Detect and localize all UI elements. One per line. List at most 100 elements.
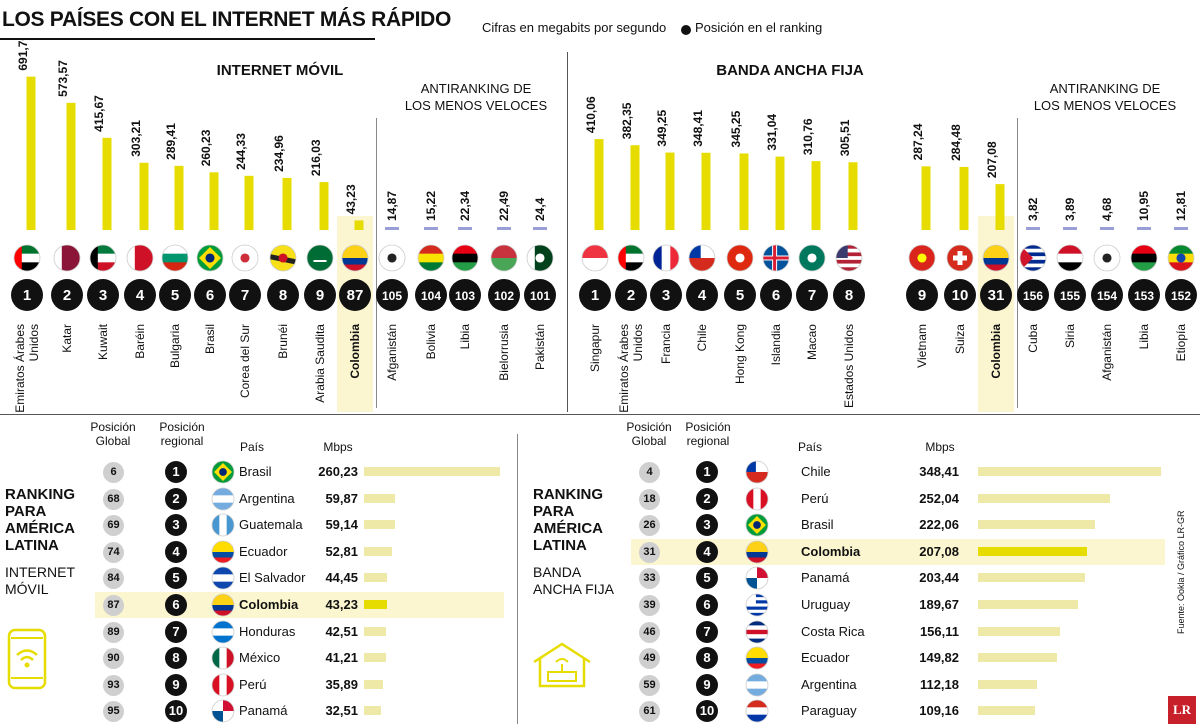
fixed-rank-circle xyxy=(906,279,938,311)
panama-flag-shape xyxy=(211,699,235,723)
top-bottom-divider xyxy=(0,414,1200,415)
mbps-value: 35,89 xyxy=(325,676,358,692)
regional-position-badge: 8 xyxy=(696,647,718,670)
emiratos-arabes-unidos-flag-icon xyxy=(617,244,645,272)
mobile-rank-circle xyxy=(124,279,156,311)
mobile-bar-bulgaria xyxy=(174,165,184,230)
ecuador-flag-shape xyxy=(211,540,235,564)
latam-divider xyxy=(517,434,518,724)
ecuador-flag-icon xyxy=(745,646,769,670)
regional-position-badge: 5 xyxy=(696,567,718,590)
fixed-rank-circle xyxy=(724,279,756,311)
global-position-badge: 87 xyxy=(103,595,124,616)
fixed-rank-circle xyxy=(1091,279,1123,311)
global-position-badge: 69 xyxy=(103,515,124,537)
mobile-bar-afganistan xyxy=(385,227,399,230)
mobile-col-country: País xyxy=(239,440,264,454)
brasil-flag-shape xyxy=(745,513,769,537)
mobile-value-label: 15,22 xyxy=(424,191,438,221)
mbps-bar xyxy=(978,626,1060,636)
brasil-flag-icon xyxy=(745,513,769,537)
regional-position-badge: 3 xyxy=(696,514,718,537)
fixed-bar-group-afganistan: 4,68 154 Afganistán xyxy=(1091,197,1123,381)
mobile-bar-corea-del-sur xyxy=(244,175,254,230)
mobile-value-label: 244,33 xyxy=(234,133,248,170)
regional-position-badge: 1 xyxy=(696,461,718,483)
francia-flag-icon xyxy=(652,244,680,272)
costa-rica-flag-shape xyxy=(745,620,769,643)
mobile-bar-group-corea-del-sur: 244,33 7 Corea del Sur xyxy=(229,133,261,398)
regional-position-badge: 7 xyxy=(696,620,718,643)
mobile-country-name: Kuwait xyxy=(96,323,110,360)
suiza-flag-icon xyxy=(946,244,974,272)
mobile-section-title: INTERNET MÓVIL xyxy=(216,62,344,79)
fixed-col-global: Posición Global xyxy=(626,420,672,448)
global-position-badge: 59 xyxy=(639,674,660,696)
mobile-country-name: Unidos xyxy=(27,324,41,361)
mobile-value-label: 234,96 xyxy=(272,135,286,172)
global-position-badge: 74 xyxy=(103,541,124,563)
fixed-value-label: 305,51 xyxy=(838,119,852,156)
fixed-bar-vietnam xyxy=(921,166,931,230)
fixed-bar-group-macao: 310,76 7 Macao xyxy=(796,118,828,360)
mobile-country-name: Colombia xyxy=(348,324,362,379)
fixed-value-label: 3,89 xyxy=(1063,197,1077,221)
argentina-flag-shape xyxy=(745,673,769,697)
peru-flag-shape xyxy=(745,487,769,510)
mobile-bar-group-kuwait: 415,67 3 Kuwait xyxy=(87,95,119,360)
regional-position-badge: 6 xyxy=(696,594,718,616)
latam-mobile-title: RANKING PARA AMÉRICA LATINA xyxy=(5,486,75,554)
mobile-rank-circle xyxy=(304,279,336,311)
fixed-bar-chile xyxy=(701,152,711,230)
fixed-country-name: Singapur xyxy=(588,324,602,372)
country-name: Uruguay xyxy=(801,597,851,612)
ecuador-flag-icon xyxy=(211,540,235,564)
el-salvador-flag-icon xyxy=(211,566,235,590)
fixed-country-name: Estados Unidos xyxy=(842,324,856,408)
mbps-bar xyxy=(364,520,395,530)
ecuador-flag-shape xyxy=(745,646,769,670)
fixed-value-label: 287,24 xyxy=(911,123,925,160)
mobile-rank-circle xyxy=(11,279,43,311)
fixed-country-name: Macao xyxy=(805,324,819,360)
mobile-value-label: 14,87 xyxy=(385,191,399,221)
fixed-country-name: Etiopía xyxy=(1174,324,1188,362)
arabia-saudita-flag-icon xyxy=(306,244,334,272)
fixed-rank-number: 3 xyxy=(662,287,670,304)
mobile-rank-circle xyxy=(51,279,83,311)
mobile-rank-circle xyxy=(229,279,261,311)
mobile-value-label: 216,03 xyxy=(309,139,323,176)
mobile-bar-brunei xyxy=(282,177,292,230)
mobile-country-name: Bulgaria xyxy=(168,324,182,368)
mbps-value: 109,16 xyxy=(919,703,959,719)
colombia-flag-shape xyxy=(745,540,769,564)
fixed-rank-number: 10 xyxy=(952,287,969,304)
source-note: Fuente: Ookla / Gráfico LR-GR xyxy=(1176,510,1186,634)
fixed-rank-circle xyxy=(980,279,1012,311)
fixed-bar-francia xyxy=(665,152,675,230)
fixed-rank-circle xyxy=(650,279,682,311)
fixed-country-name: Colombia xyxy=(989,324,1003,379)
mobile-bar-group-bulgaria: 289,41 5 Bulgaria xyxy=(159,123,191,368)
country-name: Colombia xyxy=(239,597,299,612)
regional-position-badge: 10 xyxy=(165,700,187,723)
colombia-flag-icon xyxy=(982,244,1010,272)
mobile-country-name: Pakistán xyxy=(533,324,547,370)
mobile-country-name: Katar xyxy=(60,324,74,353)
mobile-rank-circle xyxy=(159,279,191,311)
mbps-value: 42,51 xyxy=(325,623,358,639)
afganistan-flag-icon xyxy=(378,244,406,272)
global-position-badge: 93 xyxy=(103,674,124,696)
fixed-bar-group-vietnam: 287,24 9 Vietnam xyxy=(906,123,938,368)
regional-position-badge: 5 xyxy=(165,567,187,590)
mbps-value: 41,21 xyxy=(325,650,358,666)
global-position-badge: 90 xyxy=(103,648,124,670)
mobile-bar-colombia xyxy=(354,220,364,230)
costa-rica-flag-icon xyxy=(745,620,769,643)
mobile-rank-number: 2 xyxy=(63,287,71,304)
mobile-rank-number: 8 xyxy=(279,287,287,304)
estados-unidos-flag-icon xyxy=(835,244,863,272)
mbps-value: 44,45 xyxy=(325,570,358,586)
fixed-rank-number: 2 xyxy=(627,287,635,304)
global-position-badge: 18 xyxy=(639,488,660,510)
